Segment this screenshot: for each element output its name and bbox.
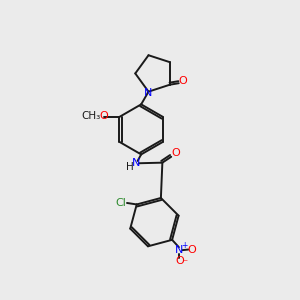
- Text: O: O: [171, 148, 180, 158]
- Text: H: H: [126, 162, 134, 172]
- Text: CH₃: CH₃: [81, 111, 100, 121]
- Text: +: +: [182, 241, 188, 250]
- Text: N: N: [175, 245, 184, 255]
- Text: O: O: [178, 76, 187, 85]
- Text: Cl: Cl: [115, 198, 126, 208]
- Text: O: O: [188, 244, 196, 255]
- Text: N: N: [143, 88, 152, 98]
- Text: O: O: [175, 256, 184, 266]
- Text: O: O: [99, 111, 108, 121]
- Text: ⁻: ⁻: [183, 258, 188, 268]
- Text: N: N: [132, 158, 140, 168]
